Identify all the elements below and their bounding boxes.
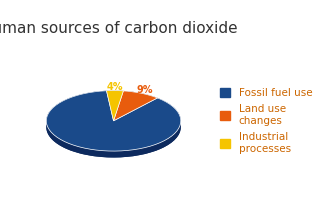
Polygon shape [46, 91, 181, 157]
Ellipse shape [46, 97, 181, 157]
Text: 4%: 4% [107, 82, 124, 92]
Polygon shape [114, 91, 157, 121]
Text: 87%: 87% [90, 174, 114, 183]
Polygon shape [107, 90, 124, 121]
Polygon shape [124, 91, 157, 104]
Legend: Fossil fuel use, Land use
changes, Industrial
processes: Fossil fuel use, Land use changes, Indus… [216, 84, 316, 158]
Ellipse shape [46, 90, 181, 151]
Title: Human sources of carbon dioxide: Human sources of carbon dioxide [0, 21, 237, 36]
Polygon shape [107, 90, 124, 97]
Polygon shape [46, 91, 181, 151]
Text: 9%: 9% [137, 85, 153, 95]
